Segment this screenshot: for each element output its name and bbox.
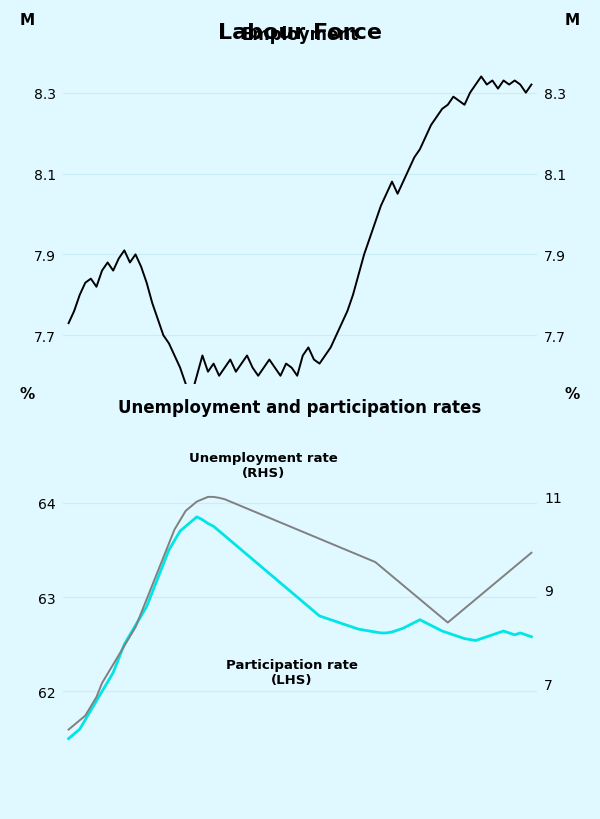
Title: Unemployment and participation rates: Unemployment and participation rates [118, 399, 482, 417]
Text: Unemployment rate
(RHS): Unemployment rate (RHS) [190, 451, 338, 479]
Text: %: % [565, 387, 580, 401]
Text: M: M [565, 13, 580, 28]
Title: Employment: Employment [241, 25, 359, 43]
Text: Labour Force: Labour Force [218, 23, 382, 43]
Text: M: M [20, 13, 35, 28]
Text: %: % [20, 387, 35, 401]
Text: Participation rate
(LHS): Participation rate (LHS) [226, 658, 358, 686]
